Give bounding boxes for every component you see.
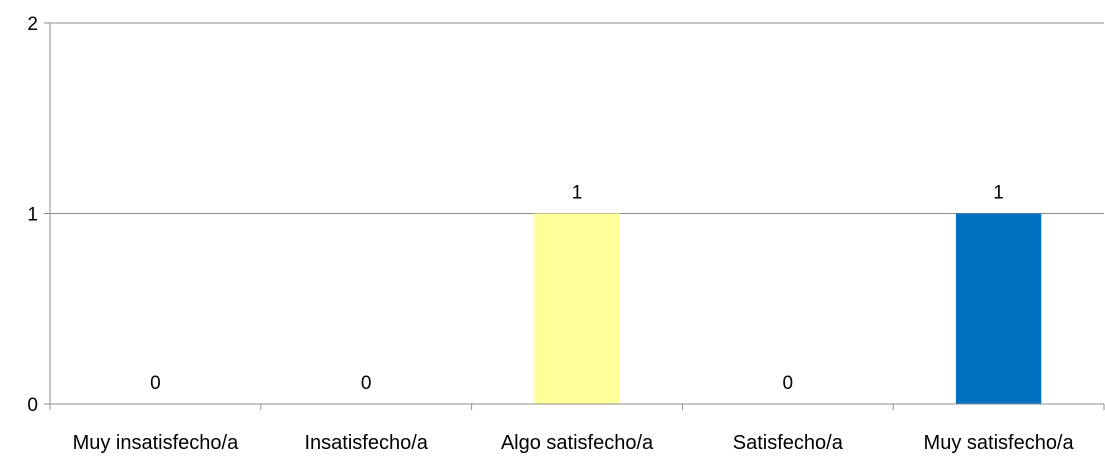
bar [955,213,1042,404]
y-tick-label: 1 [27,205,38,226]
x-tick-label: Satisfecho/a [733,432,844,454]
data-label: 0 [361,373,372,394]
data-label: 1 [572,183,583,204]
x-tick-label: Muy satisfecho/a [924,432,1075,454]
data-label: 0 [150,373,161,394]
bar [534,213,620,404]
x-tick-label: Muy insatisfecho/a [73,432,240,454]
x-tick-label: Algo satisfecho/a [501,432,654,454]
x-tick-label: Insatisfecho/a [304,432,428,454]
data-label: 1 [993,183,1004,204]
bars [534,213,1042,404]
data-label: 0 [783,373,794,394]
labels: 0 1 2 0 Muy insatisfecho/a 0 Insatisfecho/a 1 Al… [27,14,1074,454]
y-tick-label: 2 [27,14,38,35]
axes [44,22,1105,410]
y-tick-label: 0 [27,395,38,416]
